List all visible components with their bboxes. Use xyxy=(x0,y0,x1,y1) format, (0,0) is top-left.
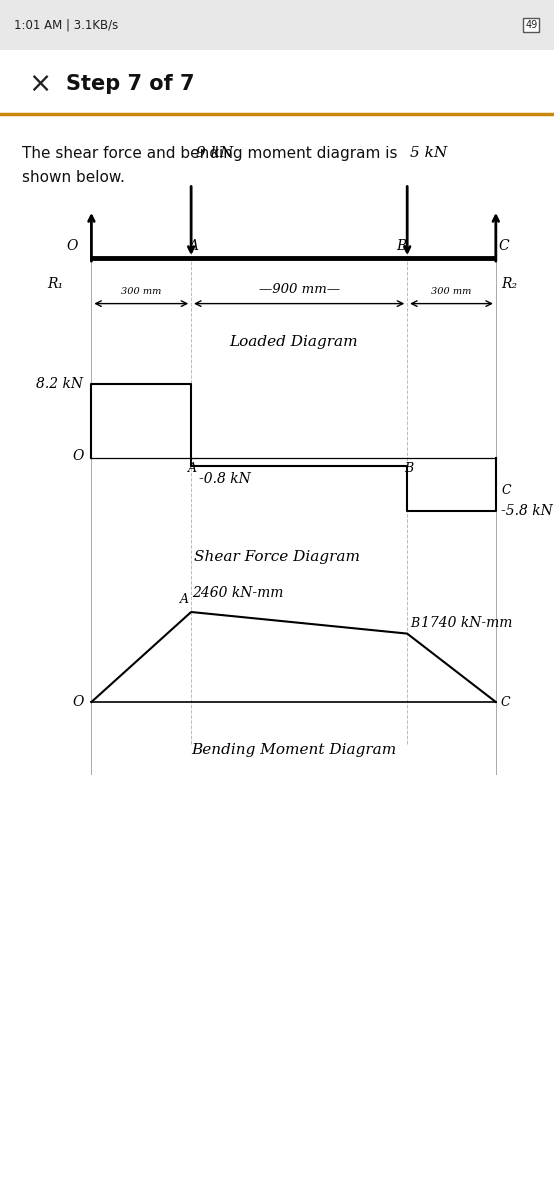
Text: B: B xyxy=(404,462,413,475)
Text: 300 mm: 300 mm xyxy=(121,287,161,296)
Text: O: O xyxy=(72,449,84,463)
Text: 8.2 kN: 8.2 kN xyxy=(36,377,83,391)
Text: 9 kN: 9 kN xyxy=(196,145,233,160)
Text: Step 7 of 7: Step 7 of 7 xyxy=(66,74,195,94)
Text: The shear force and bending moment diagram is: The shear force and bending moment diagr… xyxy=(22,146,398,162)
Text: 2460 kN-mm: 2460 kN-mm xyxy=(192,586,284,600)
Text: A: A xyxy=(188,239,198,253)
Text: B: B xyxy=(396,239,407,253)
Text: C: C xyxy=(501,484,511,497)
Text: A: A xyxy=(180,593,189,606)
Text: —900 mm—: —900 mm— xyxy=(259,283,340,296)
Text: R₁: R₁ xyxy=(47,277,63,292)
Text: -0.8 kN: -0.8 kN xyxy=(199,472,251,486)
Text: C: C xyxy=(500,696,510,708)
Bar xyxy=(0,0,554,50)
Text: 300 mm: 300 mm xyxy=(432,287,471,296)
Text: B: B xyxy=(410,617,419,630)
Text: C: C xyxy=(499,239,509,253)
Text: 5 kN: 5 kN xyxy=(410,145,447,160)
Text: O: O xyxy=(72,695,84,709)
Text: 1:01 AM | 3.1KB/s: 1:01 AM | 3.1KB/s xyxy=(14,19,118,31)
Text: A: A xyxy=(188,462,197,475)
Text: 1740 kN-mm: 1740 kN-mm xyxy=(421,616,512,630)
Text: Bending Moment Diagram: Bending Moment Diagram xyxy=(191,743,396,757)
Text: 49: 49 xyxy=(525,20,537,30)
Text: ×: × xyxy=(28,70,51,98)
Text: O: O xyxy=(66,239,78,253)
Text: R₂: R₂ xyxy=(501,277,517,292)
Text: Loaded Diagram: Loaded Diagram xyxy=(229,335,358,349)
Text: Shear Force Diagram: Shear Force Diagram xyxy=(194,550,360,564)
Text: shown below.: shown below. xyxy=(22,170,125,185)
Text: -5.8 kN: -5.8 kN xyxy=(501,504,553,518)
